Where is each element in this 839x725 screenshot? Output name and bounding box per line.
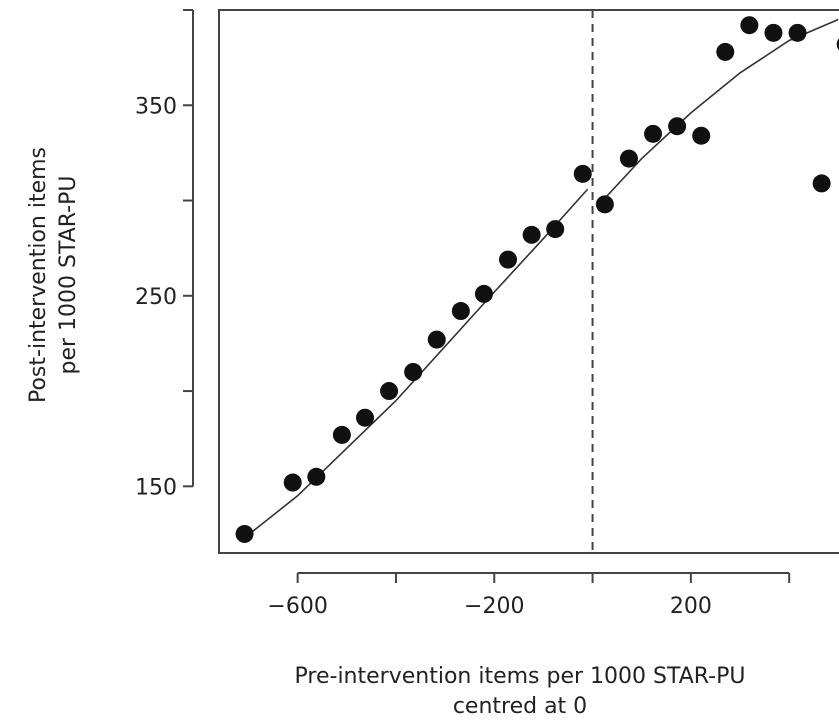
data-point-14: [595, 195, 614, 214]
y-axis-title-line: Post-intervention items: [26, 147, 51, 403]
data-point-11: [522, 225, 541, 244]
data-point-2: [307, 467, 326, 486]
y-tick-label: 350: [135, 94, 177, 119]
data-point-0: [235, 524, 254, 543]
plot-area: [218, 9, 839, 554]
x-tick-label: −600: [267, 594, 327, 619]
data-point-7: [427, 330, 446, 349]
y-tick-label: 250: [135, 285, 177, 310]
data-point-17: [668, 117, 687, 136]
axis-titles: Pre-intervention items per 1000 STAR-PU c…: [26, 147, 745, 719]
x-axis-title-line: centred at 0: [453, 694, 587, 719]
data-point-6: [404, 363, 423, 381]
data-point-13: [573, 164, 592, 183]
data-point-23: [812, 174, 831, 193]
data-point-20: [740, 16, 759, 35]
y-axis-title: Post-intervention items per 1000 STAR-PU: [26, 147, 81, 403]
data-point-24: [836, 38, 839, 51]
y-tick-label: 150: [135, 475, 177, 500]
data-point-18: [692, 126, 711, 145]
data-point-3: [332, 425, 351, 444]
data-point-8: [451, 302, 470, 321]
data-point-9: [474, 284, 493, 303]
x-axis-title-line: Pre-intervention items per 1000 STAR-PU: [295, 664, 746, 689]
data-point-21: [764, 23, 783, 42]
data-point-12: [546, 220, 565, 239]
data-point-1: [283, 473, 302, 492]
x-axis: −600 −200 200: [267, 572, 791, 619]
x-tick-label: −200: [464, 594, 524, 619]
data-point-5: [380, 382, 399, 401]
data-point-15: [619, 149, 638, 168]
data-point-22: [788, 23, 807, 42]
data-point-19: [716, 42, 735, 61]
data-point-4: [355, 408, 374, 427]
y-axis: 150 250 350: [135, 9, 194, 500]
points-layer: [235, 16, 839, 543]
x-tick-label: 200: [670, 594, 712, 619]
data-point-16: [644, 124, 663, 143]
data-point-10: [499, 250, 518, 269]
x-axis-title: Pre-intervention items per 1000 STAR-PU c…: [295, 664, 746, 719]
y-axis-title-line: per 1000 STAR-PU: [56, 176, 81, 375]
